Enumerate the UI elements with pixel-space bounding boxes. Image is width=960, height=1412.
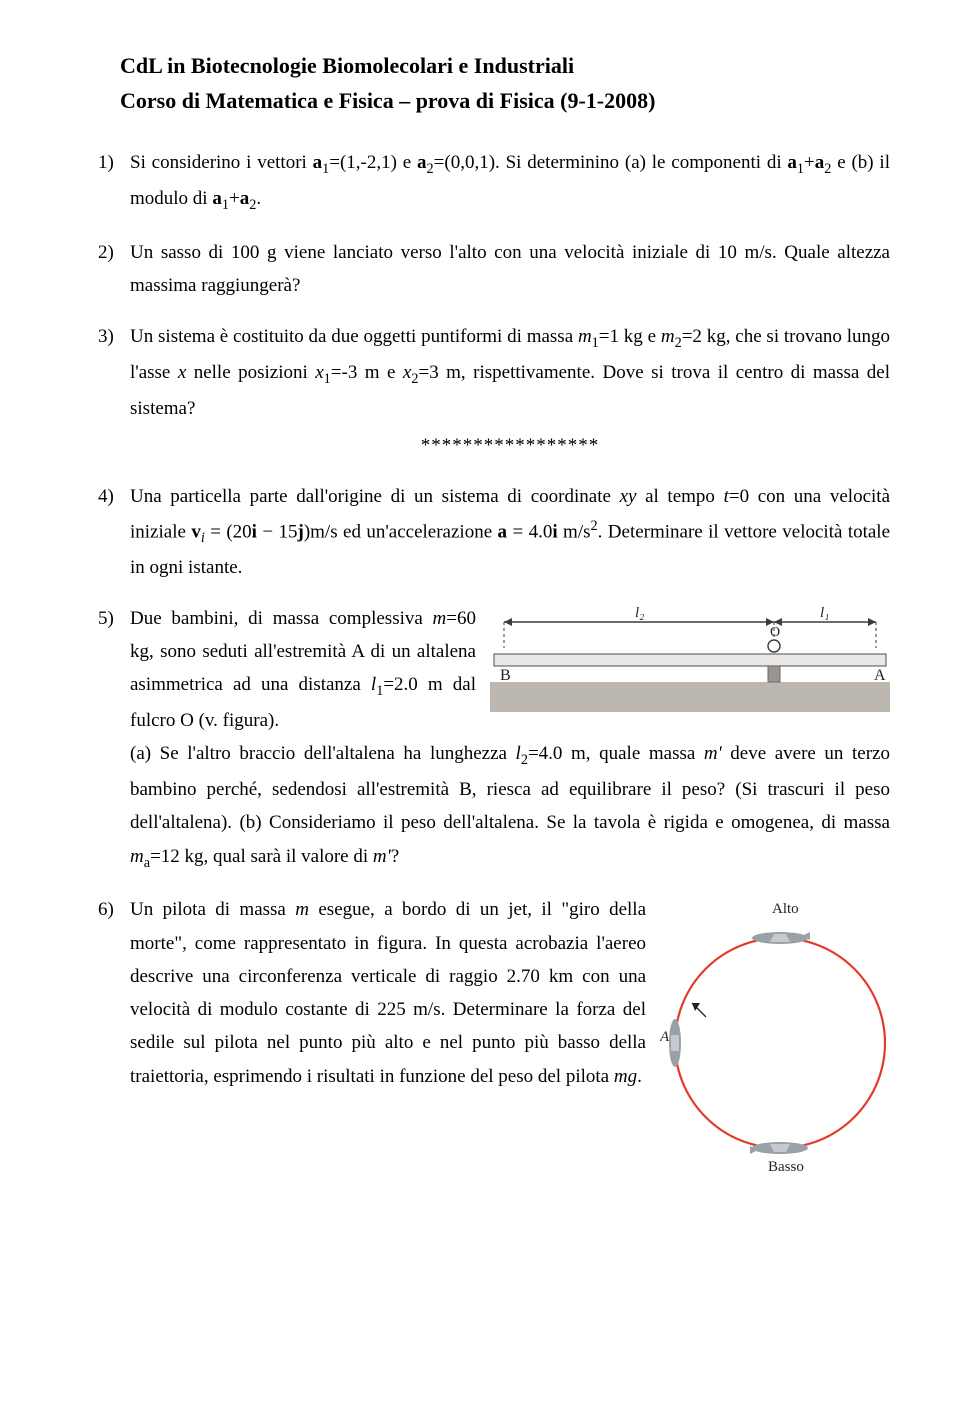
svg-text:A: A <box>874 667 886 684</box>
svg-text:B: B <box>500 667 511 684</box>
header-line2: Corso di Matematica e Fisica – prova di … <box>120 83 890 118</box>
svg-text:Basso: Basso <box>768 1159 804 1173</box>
svg-text:O: O <box>770 625 780 640</box>
question-2: Un sasso di 100 g viene lanciato verso l… <box>100 236 890 303</box>
question-6: Alto Basso A Un pilota di massa m esegue… <box>100 893 890 1184</box>
question-3: Un sistema è costituito da due oggetti p… <box>100 320 890 462</box>
svg-text:l₂: l₂ <box>635 605 644 621</box>
question-1: Si considerino i vettori a1=(1,-2,1) e a… <box>100 146 890 217</box>
svg-text:l₁: l₁ <box>820 605 829 621</box>
svg-text:A: A <box>660 1029 670 1045</box>
question-4: Una particella parte dall'origine di un … <box>100 480 890 584</box>
question-5: l₂ l₁ B O A Due bambini, di massa comple… <box>100 602 890 875</box>
svg-text:Alto: Alto <box>772 901 799 917</box>
figure-seesaw: l₂ l₁ B O A <box>490 602 890 723</box>
separator: ***************** <box>130 429 890 462</box>
header-line1: CdL in Biotecnologie Biomolecolari e Ind… <box>120 48 890 83</box>
figure-loop: Alto Basso A <box>660 893 890 1184</box>
